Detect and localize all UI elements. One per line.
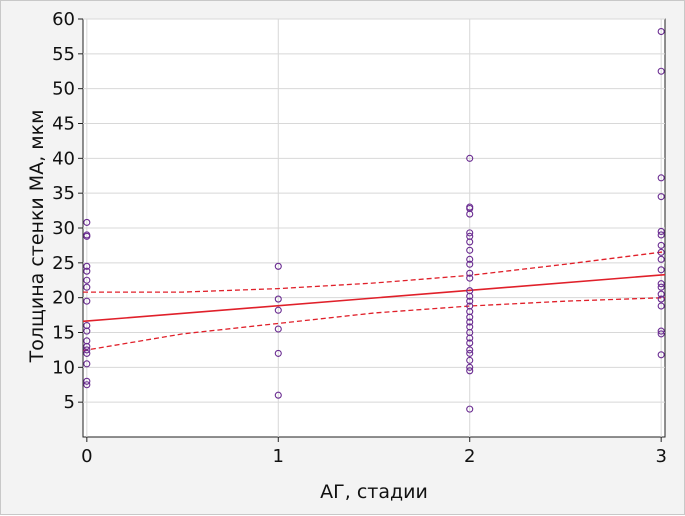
data-point: [83, 337, 91, 345]
y-tick-label: 15: [52, 323, 75, 344]
y-tick-label: 50: [52, 79, 75, 100]
data-point: [657, 231, 665, 239]
data-point: [657, 255, 665, 263]
data-point: [83, 262, 91, 270]
data-point: [83, 218, 91, 226]
data-point: [466, 302, 474, 310]
y-tick-label: 45: [52, 114, 75, 135]
data-point: [466, 246, 474, 254]
confidence-band-lower: [82, 297, 666, 352]
data-point: [657, 327, 665, 335]
data-point: [83, 349, 91, 357]
data-point: [466, 232, 474, 240]
data-point: [466, 363, 474, 371]
data-point: [83, 346, 91, 354]
data-point: [657, 67, 665, 75]
data-point: [657, 302, 665, 310]
data-point: [83, 381, 91, 389]
data-point: [274, 391, 282, 399]
data-point: [83, 360, 91, 368]
confidence-band-upper: [83, 251, 666, 293]
y-axis-ticks: 5 10 15 20 25 30 35 40 45 50 55 60: [52, 9, 83, 413]
y-axis-title: Толщина стенки МА, мкм: [26, 110, 48, 364]
x-tick-label: 2: [464, 446, 475, 467]
y-tick-label: 25: [52, 253, 75, 274]
data-point: [83, 276, 91, 284]
data-point: [274, 262, 282, 270]
y-tick-label: 20: [52, 288, 75, 309]
data-point: [466, 367, 474, 375]
data-point: [83, 267, 91, 275]
x-axis-ticks: 0 1 2 3: [81, 437, 667, 467]
data-point: [657, 283, 665, 291]
grid-lines: [83, 18, 665, 437]
data-point: [657, 227, 665, 236]
x-tick-label: 3: [655, 446, 666, 467]
data-point: [466, 405, 474, 413]
data-point: [657, 290, 665, 298]
data-point: [466, 274, 474, 282]
data-point: [83, 283, 91, 291]
data-point: [83, 297, 91, 305]
x-tick-label: 1: [273, 446, 284, 467]
y-tick-label: 60: [52, 9, 75, 30]
data-point: [83, 321, 91, 330]
data-point: [466, 260, 474, 268]
data-point: [466, 154, 474, 162]
y-tick-label: 10: [52, 357, 75, 378]
x-axis-title: АГ, стадии: [320, 481, 428, 503]
data-point: [657, 193, 665, 201]
data-point: [466, 339, 474, 347]
data-point: [466, 229, 474, 237]
data-point: [466, 318, 474, 326]
regression-line: [82, 273, 666, 323]
data-point: [657, 27, 665, 36]
data-point: [466, 346, 474, 354]
data-point: [466, 269, 474, 277]
data-point: [657, 248, 665, 256]
y-tick-label: 55: [52, 44, 75, 65]
data-point: [657, 266, 665, 274]
y-tick-label: 40: [52, 148, 75, 169]
data-point: [83, 231, 91, 239]
data-point: [657, 295, 665, 303]
data-point: [274, 325, 282, 333]
data-point: [274, 295, 282, 303]
data-point: [466, 349, 474, 357]
data-point: [274, 306, 282, 314]
data-points: [83, 27, 665, 413]
y-tick-label: 5: [64, 392, 75, 413]
y-tick-label: 35: [52, 183, 75, 204]
data-point: [657, 241, 665, 249]
data-point: [83, 377, 91, 385]
data-point: [466, 323, 474, 331]
data-point: [657, 174, 665, 182]
data-point: [466, 255, 474, 263]
data-point: [466, 287, 474, 295]
y-tick-label: 30: [52, 218, 75, 239]
data-point: [466, 356, 474, 364]
data-point: [466, 297, 474, 305]
data-point: [466, 203, 474, 211]
data-point: [657, 351, 665, 359]
x-tick-label: 0: [81, 446, 92, 467]
data-point: [657, 280, 665, 288]
data-point: [274, 349, 282, 357]
data-point: [657, 330, 665, 338]
regression-lines: [82, 251, 666, 352]
